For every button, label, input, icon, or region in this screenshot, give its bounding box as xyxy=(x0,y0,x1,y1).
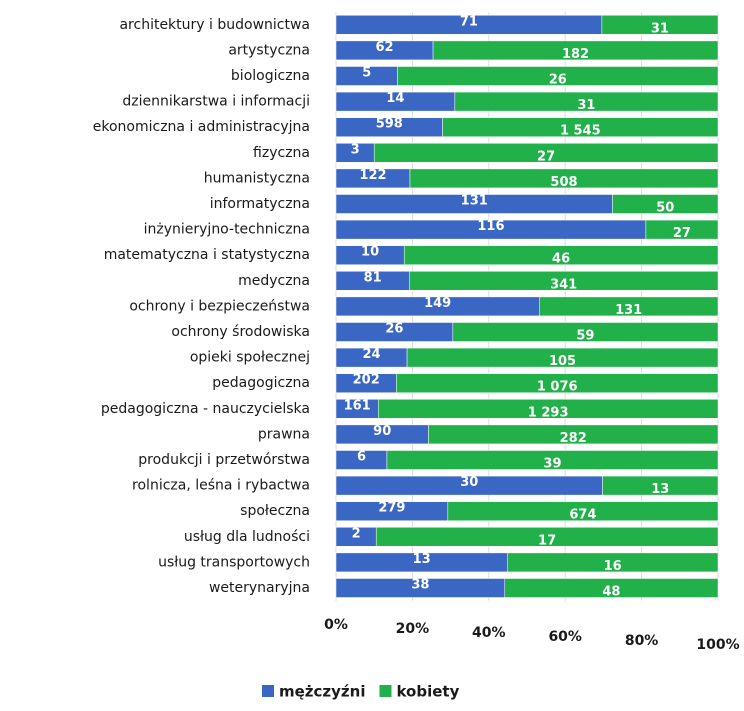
value-label: 13 xyxy=(413,552,431,567)
legend-label: mężczyźni xyxy=(279,683,365,701)
category-label: fizyczna xyxy=(253,145,310,161)
value-label: 1 293 xyxy=(528,405,569,420)
category-label: inżynieryjno-techniczna xyxy=(144,222,310,238)
legend-swatch xyxy=(262,685,274,697)
category-label: pedagogiczna - nauczycielska xyxy=(101,401,310,417)
category-label: prawna xyxy=(258,426,310,442)
category-label: pedagogiczna xyxy=(212,375,310,391)
value-label: 161 xyxy=(344,398,371,413)
category-label: ekonomiczna i administracyjna xyxy=(93,119,310,135)
value-label: 149 xyxy=(424,296,451,311)
value-label: 1 076 xyxy=(537,380,578,395)
category-label: medyczna xyxy=(238,273,310,289)
value-label: 62 xyxy=(375,40,393,55)
value-label: 202 xyxy=(353,373,380,388)
category-label: artystyczna xyxy=(228,42,310,58)
category-label: informatyczna xyxy=(210,196,310,212)
value-label: 282 xyxy=(560,431,587,446)
value-label: 38 xyxy=(411,578,429,593)
category-label: dziennikarstwa i informacji xyxy=(122,94,310,110)
category-label: weterynaryjna xyxy=(209,580,310,596)
value-label: 31 xyxy=(651,21,669,36)
value-label: 13 xyxy=(651,482,669,497)
category-label: humanistyczna xyxy=(204,170,310,186)
value-label: 27 xyxy=(673,226,691,241)
legend-swatch xyxy=(379,685,391,697)
value-label: 598 xyxy=(376,117,403,132)
value-label: 26 xyxy=(549,73,567,88)
value-label: 131 xyxy=(615,303,642,318)
value-label: 105 xyxy=(549,354,576,369)
value-label: 279 xyxy=(378,501,405,516)
value-label: 90 xyxy=(373,424,391,439)
value-label: 71 xyxy=(460,14,478,29)
value-label: 674 xyxy=(569,508,596,523)
value-label: 131 xyxy=(461,194,488,209)
x-tick-label: 20% xyxy=(396,621,430,637)
value-label: 81 xyxy=(364,270,382,285)
category-label: społeczna xyxy=(240,503,310,519)
x-tick-label: 100% xyxy=(696,637,739,653)
value-label: 5 xyxy=(362,66,371,81)
category-label: matematyczna i statystyczna xyxy=(104,247,310,263)
value-label: 3 xyxy=(351,142,360,157)
value-label: 116 xyxy=(477,219,504,234)
category-label: usług transportowych xyxy=(158,554,310,570)
value-label: 17 xyxy=(538,533,556,548)
x-tick-label: 80% xyxy=(625,633,659,649)
value-label: 1 545 xyxy=(560,124,601,139)
value-label: 39 xyxy=(543,457,561,472)
legend-label: kobiety xyxy=(396,683,459,701)
value-label: 14 xyxy=(386,91,404,106)
value-label: 48 xyxy=(602,585,620,600)
category-label: usług dla ludności xyxy=(184,529,310,545)
value-label: 182 xyxy=(562,47,589,62)
x-tick-label: 60% xyxy=(548,629,582,645)
category-label: opieki społecznej xyxy=(190,350,310,366)
category-label: ochrony środowiska xyxy=(171,324,310,340)
category-label: ochrony i bezpieczeństwa xyxy=(129,298,310,314)
x-tick-label: 40% xyxy=(472,625,506,641)
value-label: 26 xyxy=(385,322,403,337)
value-label: 24 xyxy=(362,347,380,362)
value-label: 122 xyxy=(359,168,386,183)
category-label: biologiczna xyxy=(231,68,310,84)
value-label: 59 xyxy=(576,329,594,344)
value-label: 27 xyxy=(537,149,555,164)
value-label: 50 xyxy=(656,201,674,216)
category-label: produkcji i przetwórstwa xyxy=(138,452,310,468)
value-label: 341 xyxy=(550,277,577,292)
value-label: 6 xyxy=(357,450,366,465)
value-label: 508 xyxy=(550,175,577,190)
value-label: 46 xyxy=(552,252,570,267)
category-label: architektury i budownictwa xyxy=(119,17,310,33)
value-label: 16 xyxy=(604,559,622,574)
value-label: 2 xyxy=(352,526,361,541)
value-label: 31 xyxy=(577,98,595,113)
value-label: 10 xyxy=(361,245,379,260)
x-tick-label: 0% xyxy=(324,617,348,633)
value-label: 30 xyxy=(460,475,478,490)
category-label: rolnicza, leśna i rybactwa xyxy=(132,478,310,494)
chart: 0% 20% 40% 60% 80% 100% architektury i budowni… xyxy=(0,0,744,711)
